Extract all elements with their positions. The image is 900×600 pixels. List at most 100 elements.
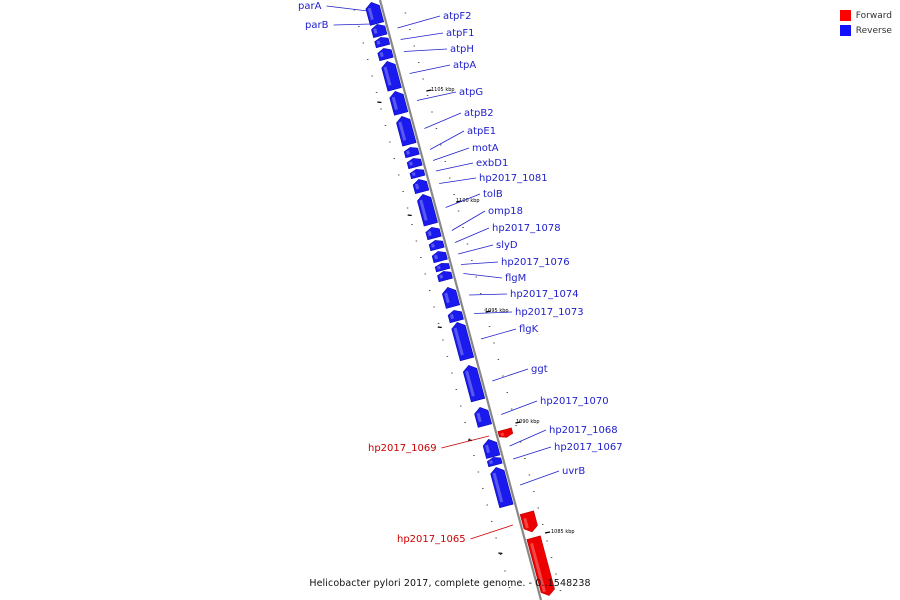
gene-leader-line — [432, 147, 470, 161]
gene-feature — [497, 427, 514, 438]
gene-leader-line — [397, 15, 441, 29]
gene-leader-line — [469, 293, 508, 296]
gene-feature — [377, 48, 394, 62]
gene-label: slyD — [496, 240, 518, 251]
gene-leader-line — [409, 64, 451, 74]
legend-forward-label: Forward — [855, 10, 892, 21]
major-tick — [485, 310, 491, 313]
gene-feature — [486, 457, 503, 468]
tick-label: 1090 kbp — [516, 419, 540, 425]
gene-feature — [389, 91, 409, 116]
gene-feature — [371, 24, 388, 39]
major-tick — [426, 89, 432, 92]
gene-leader-line — [520, 470, 560, 486]
gene-label: exbD1 — [476, 158, 508, 169]
map-caption: Helicobacter pylori 2017, complete genom… — [309, 578, 591, 589]
genome-backbone — [378, 0, 543, 600]
gene-feature — [403, 147, 420, 159]
gene-feature — [437, 271, 453, 283]
gene-label: hp2017_1069 — [368, 443, 437, 454]
gene-label: parB — [305, 20, 329, 31]
major-tick — [407, 214, 412, 217]
tick-label: 1085 kbp — [551, 529, 575, 535]
gene-label: atpH — [450, 44, 474, 55]
gene-feature — [434, 263, 451, 273]
gene-leader-line — [403, 48, 448, 52]
gene-feature — [442, 287, 461, 309]
gene-features — [365, 2, 555, 596]
gene-label: flgK — [519, 324, 539, 335]
major-tick — [437, 326, 442, 329]
legend-reverse: Reverse — [839, 23, 892, 38]
gene-feature — [409, 169, 426, 180]
gene-label: atpB2 — [464, 108, 494, 119]
major-tick — [377, 101, 382, 104]
gene-label: hp2017_1068 — [549, 425, 618, 436]
gene-leader-line — [416, 91, 457, 101]
legend: Forward Reverse — [839, 8, 892, 38]
gene-feature — [428, 240, 445, 252]
gene-label: hp2017_1076 — [501, 257, 570, 268]
gene-label: uvrB — [562, 466, 585, 477]
gene-feature — [412, 179, 430, 195]
gene-feature — [425, 227, 442, 241]
gene-label: hp2017_1078 — [492, 223, 561, 234]
gene-feature — [406, 158, 423, 170]
major-tick — [515, 421, 521, 424]
gene-leader-line — [458, 244, 494, 255]
gene-label: hp2017_1067 — [554, 442, 623, 453]
gene-feature — [381, 61, 402, 92]
gene-feature — [374, 37, 391, 49]
gene-leader-line — [441, 435, 490, 449]
gene-label: hp2017_1074 — [510, 289, 579, 300]
major-tick — [456, 200, 462, 203]
gene-leader-line — [400, 32, 444, 40]
gene-leader-line — [429, 130, 465, 150]
gene-leader-line — [451, 210, 486, 231]
gene-leader-line — [463, 273, 503, 279]
gene-label: motA — [472, 143, 499, 154]
gene-feature — [417, 194, 438, 227]
gene-leader-line — [501, 400, 538, 415]
gene-feature — [451, 322, 475, 362]
gene-label: parA — [298, 1, 322, 12]
gene-leader-line — [439, 177, 477, 184]
gene-feature — [462, 365, 486, 403]
gene-leader-line — [326, 5, 368, 12]
gene-leader-line — [460, 261, 499, 265]
gene-label: omp18 — [488, 206, 523, 217]
gene-label: hp2017_1065 — [397, 534, 466, 545]
gene-leader-line — [492, 368, 529, 382]
gene-feature — [474, 407, 492, 428]
gene-label: hp2017_1070 — [540, 396, 609, 407]
tick-label: 1105 kbp — [431, 87, 455, 93]
gene-feature — [526, 535, 555, 596]
gene-feature — [431, 251, 448, 264]
tick-label: 1095 kbp — [485, 308, 509, 314]
gene-label: flgM — [505, 273, 526, 284]
legend-reverse-label: Reverse — [855, 25, 892, 36]
tick-label: 1100 kbp — [456, 198, 480, 204]
forward-swatch — [839, 10, 851, 21]
gene-leader-line — [454, 227, 490, 243]
gene-label: atpF1 — [446, 28, 475, 39]
gene-feature — [519, 510, 538, 533]
gene-label: atpA — [453, 60, 476, 71]
gene-leader-line — [480, 328, 517, 340]
major-tick — [544, 531, 551, 534]
gene-label: atpF2 — [443, 11, 472, 22]
gene-label: hp2017_1073 — [515, 307, 584, 318]
gene-labels: parA parB atpF2 atpF1 atpH atpA atpG atpB2 atpE1… — [298, 1, 623, 545]
gene-leader-line — [333, 23, 372, 26]
scale-ticks: 1105 kbp 1100 kbp 1095 kbp 1090 kbp 1085 kbp — [353, 9, 575, 591]
gene-label: atpG — [459, 87, 483, 98]
gene-label: ggt — [531, 364, 548, 375]
gene-leader-line — [474, 311, 513, 314]
gene-label: tolB — [483, 189, 503, 200]
gene-label: atpE1 — [467, 126, 496, 137]
gene-feature — [365, 2, 385, 26]
gene-leader-line — [470, 524, 514, 540]
gene-leader-line — [435, 162, 474, 172]
gene-feature — [482, 439, 501, 459]
